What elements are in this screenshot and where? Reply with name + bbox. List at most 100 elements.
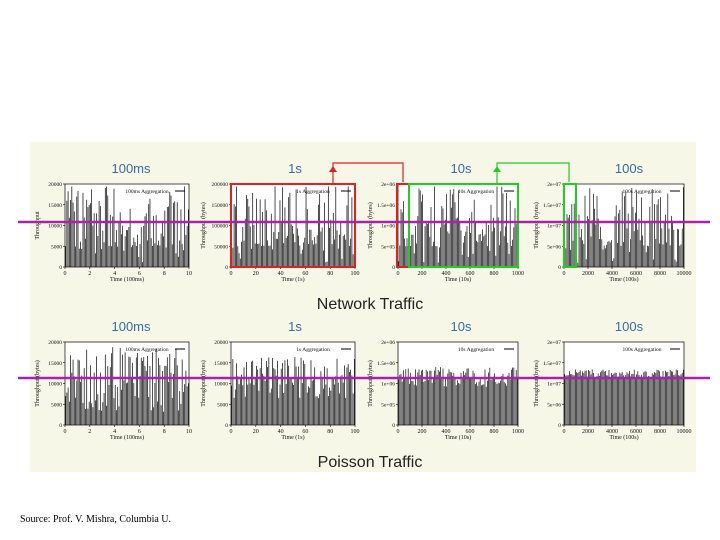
bar bbox=[647, 245, 648, 267]
bar bbox=[636, 374, 637, 425]
x-tick-label: 2000 bbox=[582, 271, 594, 277]
bar bbox=[647, 376, 648, 425]
bar bbox=[303, 360, 304, 425]
bar bbox=[579, 237, 581, 267]
bar bbox=[258, 243, 260, 267]
legend-label: 100s Aggregation bbox=[623, 189, 662, 195]
y-tick-label: 2e+06 bbox=[381, 340, 395, 346]
x-axis-label: Time (10s) bbox=[445, 276, 471, 283]
x-tick-label: 1000 bbox=[512, 429, 524, 435]
bar bbox=[97, 394, 99, 425]
bar bbox=[130, 377, 132, 425]
bar bbox=[73, 376, 75, 425]
y-tick-label: 0 bbox=[558, 265, 561, 271]
y-tick-label: 10000 bbox=[48, 382, 62, 388]
source-caption: Source: Prof. V. Mishra, Columbia U. bbox=[20, 514, 172, 525]
bar bbox=[473, 373, 475, 425]
bar bbox=[477, 385, 479, 425]
bar bbox=[299, 397, 301, 425]
bar bbox=[416, 385, 417, 425]
bar bbox=[341, 374, 343, 425]
y-axis-label: Throughput (bytes) bbox=[367, 202, 374, 249]
bar bbox=[577, 373, 579, 425]
bar bbox=[431, 246, 433, 267]
x-tick-label: 8 bbox=[163, 429, 166, 435]
y-tick-label: 5000 bbox=[217, 402, 228, 408]
bar bbox=[485, 222, 487, 267]
x-tick-label: 0 bbox=[397, 271, 400, 277]
bar bbox=[133, 237, 135, 267]
bar bbox=[68, 217, 70, 267]
bar bbox=[331, 244, 333, 267]
y-tick-label: 15000 bbox=[214, 361, 228, 367]
bar bbox=[101, 410, 102, 425]
y-tick-label: 1e+07 bbox=[547, 224, 561, 230]
bar bbox=[424, 380, 426, 425]
x-tick-label: 6 bbox=[138, 271, 141, 277]
bar bbox=[142, 361, 143, 425]
bar bbox=[505, 226, 506, 267]
bar bbox=[618, 376, 619, 425]
bar bbox=[440, 367, 441, 425]
bar bbox=[465, 231, 467, 267]
bar bbox=[70, 355, 71, 425]
bar bbox=[663, 222, 665, 267]
bar bbox=[475, 222, 476, 267]
bar bbox=[451, 372, 452, 425]
bar bbox=[247, 384, 249, 425]
bar bbox=[169, 191, 171, 267]
y-tick-label: 0 bbox=[59, 265, 62, 271]
bar bbox=[401, 381, 403, 425]
bar bbox=[460, 230, 462, 267]
bar bbox=[464, 375, 465, 425]
bar bbox=[249, 226, 251, 267]
bar bbox=[150, 238, 152, 267]
y-tick-label: 100000 bbox=[212, 224, 229, 230]
bar bbox=[425, 369, 427, 425]
bar bbox=[497, 217, 499, 267]
bar bbox=[269, 392, 271, 425]
bar bbox=[72, 202, 74, 267]
bar bbox=[71, 372, 73, 425]
x-tick-label: 0 bbox=[230, 429, 233, 435]
bar bbox=[428, 222, 429, 267]
bar bbox=[261, 357, 262, 425]
bar bbox=[257, 369, 259, 425]
bar bbox=[145, 370, 147, 425]
bar bbox=[269, 245, 271, 267]
bar bbox=[104, 188, 106, 267]
bar bbox=[184, 384, 186, 425]
bar bbox=[485, 386, 487, 425]
bar bbox=[282, 363, 283, 425]
x-tick-label: 100 bbox=[351, 429, 360, 435]
bar bbox=[186, 386, 188, 425]
bar bbox=[514, 208, 516, 267]
bar bbox=[298, 235, 299, 267]
plot-area bbox=[563, 183, 685, 268]
bar bbox=[152, 245, 153, 267]
bar bbox=[76, 196, 78, 267]
bar bbox=[83, 368, 85, 425]
bar bbox=[282, 187, 283, 267]
bar bbox=[334, 384, 335, 425]
x-axis-label: Time (100ms) bbox=[110, 276, 144, 283]
bar bbox=[630, 376, 631, 425]
bar bbox=[180, 209, 182, 267]
bar bbox=[158, 240, 159, 267]
bar bbox=[677, 228, 678, 267]
bar bbox=[454, 202, 456, 267]
bar bbox=[459, 383, 461, 425]
bar bbox=[566, 375, 568, 425]
bar bbox=[587, 215, 588, 267]
bar bbox=[503, 382, 505, 425]
y-tick-label: 15000 bbox=[48, 361, 62, 367]
bar bbox=[631, 187, 633, 267]
bar bbox=[319, 193, 321, 267]
bar bbox=[81, 249, 83, 267]
bar bbox=[340, 221, 342, 267]
bar bbox=[107, 366, 109, 425]
y-tick-label: 150000 bbox=[212, 203, 229, 209]
bar bbox=[443, 386, 445, 425]
x-tick-label: 0 bbox=[64, 429, 67, 435]
bar bbox=[469, 218, 470, 267]
